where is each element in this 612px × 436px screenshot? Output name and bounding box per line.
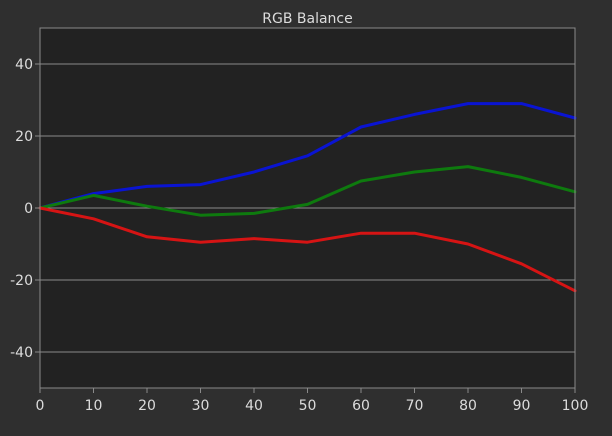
x-tick-label: 80 bbox=[459, 398, 477, 414]
y-tick-label: 40 bbox=[15, 57, 33, 73]
chart-title: RGB Balance bbox=[262, 11, 352, 27]
x-axis-ticks: 0 10 20 30 40 50 60 70 80 90 100 bbox=[36, 388, 589, 414]
x-tick-label: 10 bbox=[85, 398, 103, 414]
grid-lines bbox=[40, 63, 575, 353]
y-tick-label: 0 bbox=[24, 201, 33, 217]
x-tick-label: 20 bbox=[138, 398, 156, 414]
x-tick-label: 0 bbox=[36, 398, 45, 414]
x-tick-label: 40 bbox=[245, 398, 263, 414]
y-tick-label: -40 bbox=[10, 345, 33, 361]
y-tick-label: 20 bbox=[15, 129, 33, 145]
x-tick-label: 60 bbox=[352, 398, 370, 414]
x-tick-label: 30 bbox=[192, 398, 210, 414]
x-tick-label: 90 bbox=[513, 398, 531, 414]
series-line-2 bbox=[38, 206, 577, 293]
series-line-0 bbox=[38, 102, 577, 210]
series-lines bbox=[38, 102, 577, 293]
x-tick-label: 70 bbox=[406, 398, 424, 414]
y-axis-ticks: -40 -20 0 20 40 bbox=[10, 57, 40, 361]
y-tick-label: -20 bbox=[10, 273, 33, 289]
x-tick-label: 50 bbox=[299, 398, 317, 414]
series-line-1 bbox=[38, 165, 577, 217]
x-tick-label: 100 bbox=[562, 398, 589, 414]
